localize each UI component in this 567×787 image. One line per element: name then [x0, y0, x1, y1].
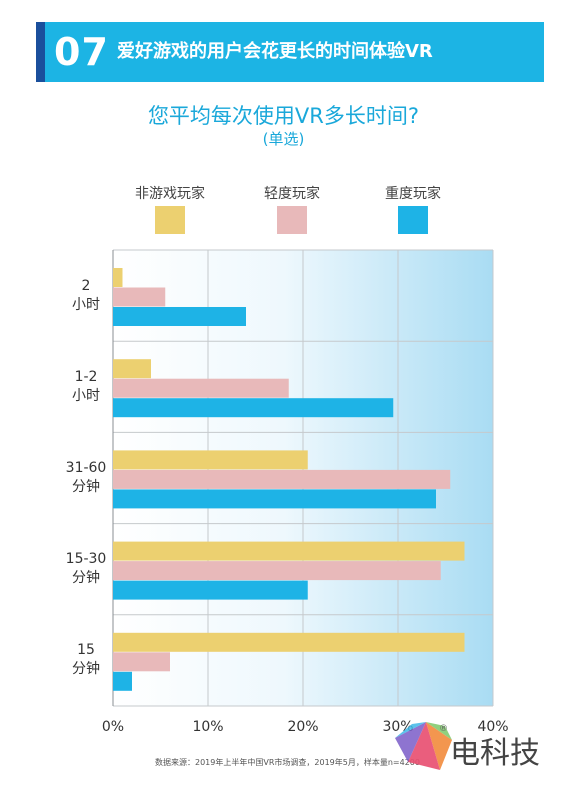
bar — [113, 307, 246, 326]
category-label-line: 分钟 — [72, 661, 100, 678]
data-source-note: 数据来源：2019年上半年中国VR市场调查，2019年5月，样本量n=4200 — [155, 758, 420, 767]
x-tick-label: 10% — [192, 719, 224, 735]
x-tick-label: 40% — [477, 719, 509, 735]
legend-swatch — [155, 206, 185, 234]
category-label-line: 15-30 — [65, 551, 107, 568]
chart-subtitle: (单选) — [262, 130, 305, 148]
bar — [113, 398, 394, 418]
bar — [113, 632, 465, 652]
category-label: 31-60 分钟 — [60, 459, 112, 497]
watermark-text: 电科技 — [450, 736, 540, 771]
bar — [113, 378, 289, 398]
section-title: 爱好游戏的用户会花更长的时间体验VR — [117, 41, 433, 62]
category-label: 15 分钟 — [60, 641, 112, 679]
bar — [113, 541, 465, 561]
section-number: 07 — [54, 30, 109, 74]
legend-label: 重度玩家 — [385, 186, 441, 202]
category-label-line: 小时 — [72, 387, 100, 404]
category-label-line: 分钟 — [72, 479, 100, 495]
bar — [113, 287, 166, 307]
bar — [113, 450, 308, 470]
bar — [113, 561, 441, 581]
category-label-line: 15 — [77, 642, 95, 659]
category-label: 1-2 小时 — [60, 368, 112, 406]
legend-swatch — [277, 206, 307, 234]
category-label: 15-30 分钟 — [60, 550, 112, 588]
bar — [113, 469, 451, 489]
bar — [113, 489, 436, 509]
header-accent-bar — [36, 22, 45, 82]
category-label: 2 小时 — [60, 277, 112, 315]
bar — [113, 671, 132, 691]
category-label-line: 2 — [81, 277, 91, 294]
legend-swatch — [398, 206, 428, 234]
category-label-line: 小时 — [72, 296, 100, 313]
chart-question: 您平均每次使用VR多长时间? — [147, 104, 420, 128]
legend-label: 轻度玩家 — [264, 186, 320, 202]
category-label-line: 分钟 — [72, 570, 100, 587]
bar — [113, 359, 151, 379]
watermark-registered-mark: ® — [439, 724, 448, 734]
bar — [113, 580, 308, 600]
bar — [113, 652, 170, 672]
legend-label: 非游戏玩家 — [135, 186, 205, 202]
category-label-line: 31-60 — [65, 460, 107, 476]
x-tick-label: 20% — [287, 719, 319, 735]
category-label-line: 1-2 — [74, 368, 98, 385]
bar — [113, 268, 123, 287]
x-tick-label: 0% — [101, 719, 125, 735]
header-banner — [36, 22, 544, 82]
